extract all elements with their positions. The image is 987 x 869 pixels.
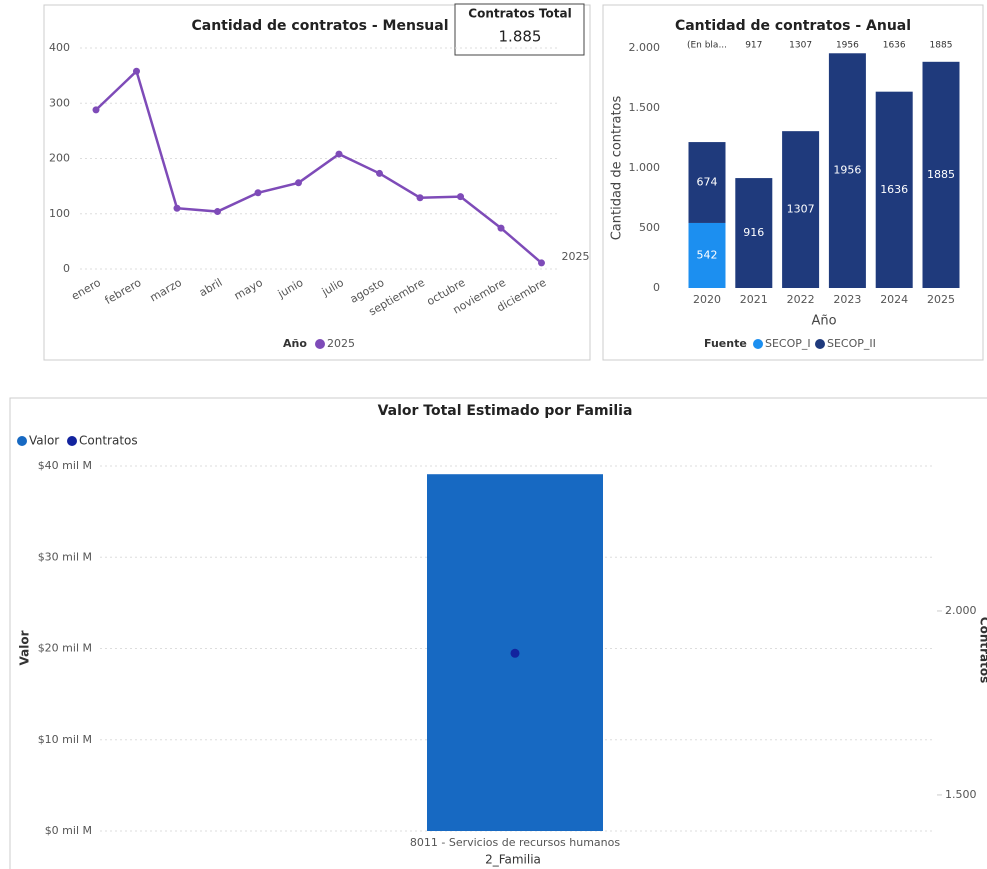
y-tick-label: $0 mil M xyxy=(45,824,92,837)
bar-segment xyxy=(782,131,820,288)
bar-segment xyxy=(875,91,913,289)
chart-title: Cantidad de contratos - Anual xyxy=(675,18,911,34)
x-tick-label: 2020 xyxy=(693,293,721,306)
y-tick-label: 1.500 xyxy=(629,101,661,114)
total-label: (En bla... xyxy=(687,41,727,51)
y2-tick-label: 2.000 xyxy=(945,604,977,617)
x-axis-title: Año xyxy=(811,314,836,329)
data-label: 1636 xyxy=(880,183,908,196)
point xyxy=(295,179,302,187)
y-tick-label: 100 xyxy=(49,207,70,220)
point xyxy=(92,106,100,114)
point xyxy=(335,150,343,158)
legend-marker xyxy=(753,339,763,349)
x-tick-label: 2022 xyxy=(787,293,815,306)
bar-segment xyxy=(688,222,726,288)
chart-title: Cantidad de contratos - Mensual xyxy=(191,18,448,34)
legend-marker xyxy=(315,339,325,349)
card-value: 1.885 xyxy=(499,28,542,46)
total-label: 1307 xyxy=(789,41,812,51)
point xyxy=(510,648,520,658)
data-label: 542 xyxy=(697,248,718,261)
y-tick-label: 1.000 xyxy=(629,161,661,174)
legend-marker xyxy=(17,436,27,446)
y-tick-label: $40 mil M xyxy=(38,459,92,472)
legend-label: Valor xyxy=(29,434,59,448)
data-label: 1307 xyxy=(787,203,815,216)
y-axis-title: Valor xyxy=(18,630,32,665)
point xyxy=(416,194,424,202)
x-axis-title: 2_Familia xyxy=(485,853,541,867)
data-label: 1956 xyxy=(833,164,861,177)
legend-title: Año xyxy=(283,337,307,350)
panel xyxy=(43,4,591,361)
y-tick-label: 0 xyxy=(653,281,660,294)
x-tick-label: 2025 xyxy=(927,293,955,306)
point xyxy=(133,67,140,75)
bar-segment xyxy=(922,61,960,288)
bar-segment xyxy=(688,142,726,223)
total-label: 1956 xyxy=(836,41,859,51)
x-tick-label: 2024 xyxy=(880,293,908,306)
y2-tick-label: 1.500 xyxy=(945,788,977,801)
y-tick-label: $30 mil M xyxy=(38,550,92,563)
kpi-card xyxy=(454,3,585,56)
line xyxy=(95,68,543,264)
legend-title: Fuente xyxy=(704,337,747,350)
point xyxy=(376,169,383,177)
point xyxy=(497,224,505,232)
y-tick-label: $20 mil M xyxy=(38,642,92,655)
y-tick-label: 0 xyxy=(63,262,70,275)
point xyxy=(214,208,221,216)
point xyxy=(254,189,262,197)
series-label: 2025 xyxy=(562,250,590,263)
chart-title: Valor Total Estimado por Familia xyxy=(378,403,633,419)
legend-marker xyxy=(815,339,825,349)
y-tick-label: 300 xyxy=(49,96,70,109)
y-tick-label: $10 mil M xyxy=(38,733,92,746)
x-tick-label: 2021 xyxy=(740,293,768,306)
bar-segment xyxy=(735,178,773,288)
data-label: 1885 xyxy=(927,168,955,181)
data-label: 916 xyxy=(743,226,764,239)
y2-axis-title: Contratos xyxy=(978,617,987,683)
y-tick-label: 2.000 xyxy=(629,41,661,54)
y-tick-label: 500 xyxy=(639,221,660,234)
x-tick-label: 2023 xyxy=(833,293,861,306)
legend-label: SECOP_I xyxy=(765,337,811,350)
legend-marker xyxy=(67,436,77,446)
legend-label: SECOP_II xyxy=(827,337,876,350)
legend-label: Contratos xyxy=(79,434,138,448)
total-label: 1636 xyxy=(883,41,906,51)
y-axis-title: Cantidad de contratos xyxy=(610,96,625,241)
x-tick-label: 8011 - Servicios de recursos humanos xyxy=(410,836,620,849)
total-label: 917 xyxy=(745,41,762,51)
card-title: Contratos Total xyxy=(468,7,571,21)
point xyxy=(538,259,545,267)
point xyxy=(457,193,464,201)
bar-segment xyxy=(828,53,866,288)
total-label: 1885 xyxy=(930,41,953,51)
point xyxy=(173,204,181,212)
legend-label: 2025 xyxy=(327,337,355,350)
y-tick-label: 400 xyxy=(49,41,70,54)
data-label: 674 xyxy=(697,176,718,189)
y-tick-label: 200 xyxy=(49,152,70,165)
